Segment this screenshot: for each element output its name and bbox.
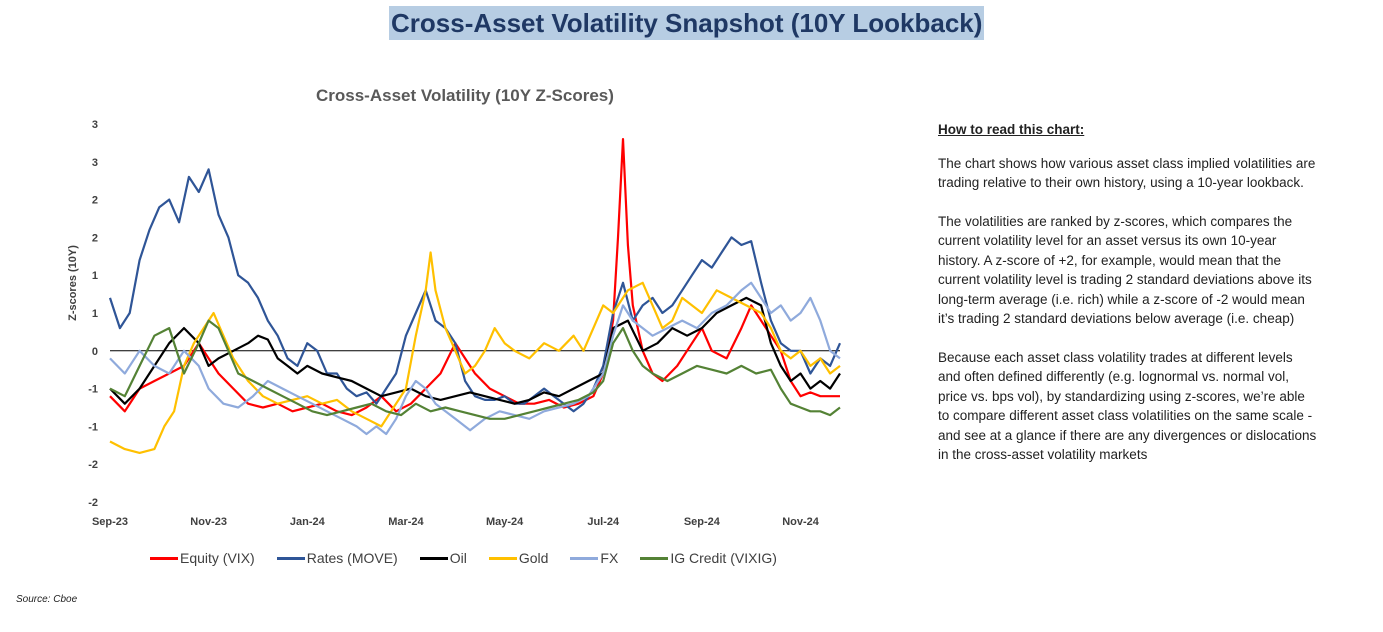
y-tick-label: 3 <box>92 157 98 169</box>
how-to-read-heading: How to read this chart: <box>938 122 1085 137</box>
legend-swatch <box>640 556 669 560</box>
how-to-read-paragraph-3: Because each asset class volatility trad… <box>938 349 1317 463</box>
source-note: Source: Cboe <box>16 594 78 605</box>
chart-title: Cross-Asset Volatility (10Y Z-Scores) <box>316 86 614 105</box>
legend-label: FX <box>600 550 619 566</box>
legend-item: IG Credit (VIXIG) <box>640 550 777 566</box>
legend-label: IG Credit (VIXIG) <box>670 550 777 566</box>
legend-item: Equity (VIX) <box>150 550 255 566</box>
series-line-4 <box>109 281 841 436</box>
legend-swatch <box>570 556 599 560</box>
legend-item: Oil <box>419 550 467 566</box>
legend-swatch <box>419 556 448 560</box>
x-axis-ticks: Sep-23 Nov-23 Jan-24 Mar-24 May-24 Jul-24 Sep-… <box>92 516 820 528</box>
series-line-1 <box>108 168 842 413</box>
x-tick-label: May-24 <box>486 516 524 528</box>
y-tick-label: 3 <box>92 119 98 131</box>
y-tick-label: 2 <box>92 232 98 244</box>
series-line-2 <box>109 296 841 405</box>
how-to-read-paragraph-1: The chart shows how various asset class … <box>938 155 1316 191</box>
y-tick-label: -2 <box>88 497 98 509</box>
x-tick-label: Jul-24 <box>587 516 620 528</box>
y-tick-label: 1 <box>92 308 98 320</box>
how-to-read-paragraph-2: The volatilities are ranked by z-scores,… <box>938 213 1312 327</box>
series-line-0 <box>109 138 840 417</box>
series-lines <box>108 138 842 454</box>
x-tick-label: Sep-24 <box>684 516 721 528</box>
series-line-3 <box>109 251 841 454</box>
y-tick-label: 2 <box>92 195 98 207</box>
chart-legend: Equity (VIX) Rates (MOVE) Oil Gold FX IG Cred… <box>150 550 777 566</box>
series-line-5 <box>109 319 841 420</box>
y-tick-label: -2 <box>88 459 98 471</box>
y-axis-label-group: Z-scores (10Y) <box>67 245 79 321</box>
legend-item: Gold <box>488 550 549 566</box>
y-axis-ticks: 3 3 2 2 1 1 0 -1 -1 -2 -2 <box>88 119 98 509</box>
x-tick-label: Nov-24 <box>782 516 820 528</box>
legend-swatch <box>276 556 305 560</box>
legend-item: Rates (MOVE) <box>276 550 398 566</box>
x-tick-label: Sep-23 <box>92 516 128 528</box>
y-tick-label: -1 <box>88 421 98 433</box>
legend-swatch <box>150 556 178 560</box>
legend-label: Oil <box>449 550 467 566</box>
x-tick-label: Jan-24 <box>290 516 326 528</box>
x-tick-label: Nov-23 <box>190 516 227 528</box>
y-axis-label: Z-scores (10Y) <box>67 245 79 321</box>
line-chart: Z-scores (10Y) 3 3 2 2 1 1 0 -1 -1 -2 -2 Sep-23 Nov… <box>67 119 842 528</box>
how-to-read-panel: How to read this chart: The chart shows … <box>938 120 1318 484</box>
legend-swatch <box>488 556 517 560</box>
y-tick-label: -1 <box>88 384 98 396</box>
legend-label: Equity (VIX) <box>180 550 255 566</box>
legend-label: Gold <box>518 550 549 566</box>
x-tick-label: Mar-24 <box>388 516 424 528</box>
legend-label: Rates (MOVE) <box>306 550 398 566</box>
legend-item: FX <box>570 550 618 566</box>
y-tick-label: 0 <box>92 346 98 358</box>
y-tick-label: 1 <box>92 270 98 282</box>
page-title: Cross-Asset Volatility Snapshot (10Y Loo… <box>389 6 985 40</box>
